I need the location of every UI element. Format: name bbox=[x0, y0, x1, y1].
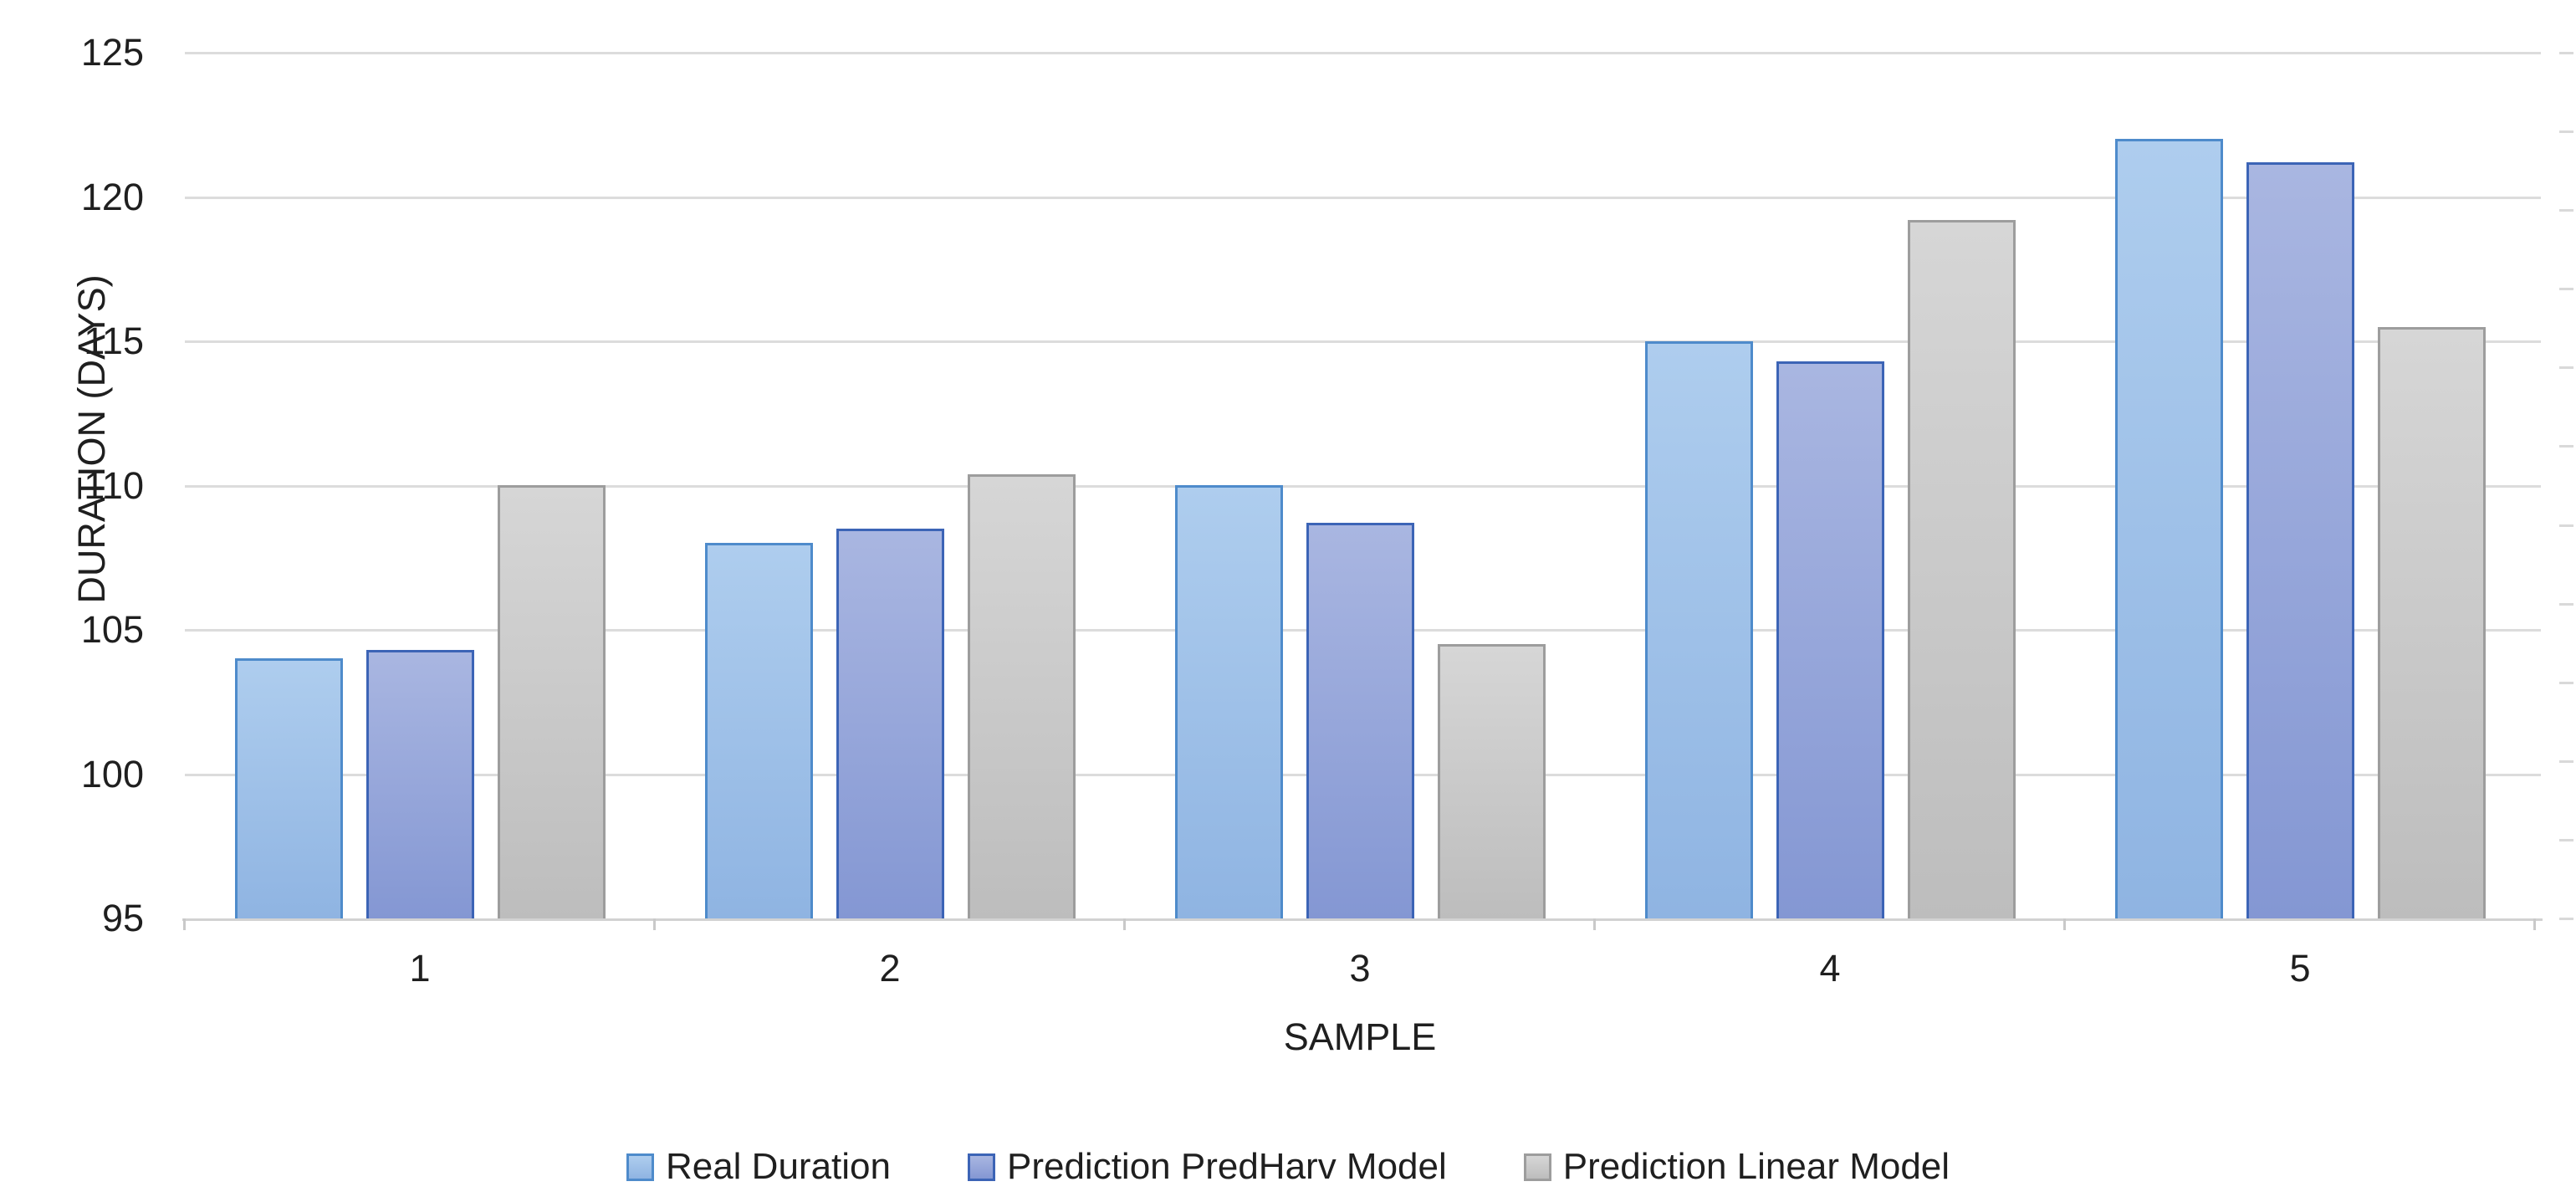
x-axis-tick-mark bbox=[2533, 918, 2536, 930]
x-tick-label-sample-5: 5 bbox=[2289, 947, 2311, 990]
bar-real-duration-sample-2 bbox=[705, 543, 813, 918]
bar-prediction-linear-model-sample-3 bbox=[1438, 644, 1546, 918]
bar-prediction-predharv-model-sample-4 bbox=[1776, 361, 1884, 918]
legend-label: Prediction PredHarv Model bbox=[1006, 1146, 1447, 1187]
gridline bbox=[185, 52, 2541, 54]
x-axis-tick-mark bbox=[1593, 918, 1596, 930]
bar-prediction-linear-model-sample-4 bbox=[1908, 220, 2016, 918]
legend-swatch-icon bbox=[1523, 1153, 1551, 1181]
bar-real-duration-sample-1 bbox=[235, 658, 343, 918]
y-tick-label: 125 bbox=[80, 31, 144, 74]
legend: Real Duration Prediction PredHarv Model Pr… bbox=[0, 1146, 2576, 1188]
bar-prediction-linear-model-sample-5 bbox=[2378, 327, 2486, 918]
x-axis-line bbox=[182, 918, 2543, 921]
x-tick-label-sample-1: 1 bbox=[409, 947, 431, 990]
gridline bbox=[185, 484, 2541, 488]
right-minor-tick-mark bbox=[2559, 524, 2573, 527]
y-tick-label: 105 bbox=[80, 608, 144, 651]
y-tick-label: 120 bbox=[80, 175, 144, 218]
y-tick-label: 95 bbox=[101, 897, 144, 939]
legend-item-real-duration: Real Duration bbox=[626, 1147, 891, 1187]
right-minor-tick-mark bbox=[2559, 366, 2573, 370]
bar-prediction-predharv-model-sample-5 bbox=[2246, 162, 2354, 918]
bar-prediction-predharv-model-sample-1 bbox=[366, 650, 474, 918]
gridline bbox=[185, 340, 2541, 343]
legend-label: Prediction Linear Model bbox=[1562, 1146, 1950, 1187]
x-tick-label-sample-2: 2 bbox=[879, 947, 901, 990]
x-tick-label-sample-4: 4 bbox=[1819, 947, 1841, 990]
right-minor-tick-mark bbox=[2559, 52, 2573, 54]
x-tick-label-sample-3: 3 bbox=[1349, 947, 1371, 990]
right-minor-tick-mark bbox=[2559, 130, 2573, 134]
bar-prediction-linear-model-sample-1 bbox=[498, 485, 606, 918]
bar-real-duration-sample-3 bbox=[1175, 485, 1283, 918]
right-minor-tick-mark bbox=[2559, 602, 2573, 606]
right-minor-tick-mark bbox=[2559, 918, 2573, 920]
right-minor-tick-mark bbox=[2559, 288, 2573, 291]
right-minor-tick-mark bbox=[2559, 445, 2573, 448]
right-minor-tick-mark bbox=[2559, 681, 2573, 684]
right-minor-tick-mark bbox=[2559, 838, 2573, 841]
x-axis-title: SAMPLE bbox=[1283, 1015, 1437, 1058]
bar-prediction-linear-model-sample-2 bbox=[968, 474, 1076, 918]
bar-real-duration-sample-4 bbox=[1645, 341, 1753, 918]
y-tick-label: 100 bbox=[80, 752, 144, 795]
bar-real-duration-sample-5 bbox=[2115, 139, 2223, 918]
right-minor-tick-mark bbox=[2559, 760, 2573, 763]
x-axis-tick-mark bbox=[653, 918, 656, 930]
y-tick-label: 110 bbox=[84, 463, 144, 507]
gridline bbox=[185, 196, 2541, 199]
bar-prediction-predharv-model-sample-3 bbox=[1306, 523, 1414, 918]
x-axis-tick-mark bbox=[2063, 918, 2066, 930]
legend-item-prediction-predharv-model: Prediction PredHarv Model bbox=[967, 1146, 1447, 1187]
bar-prediction-predharv-model-sample-2 bbox=[836, 529, 944, 918]
legend-swatch-icon bbox=[626, 1153, 654, 1181]
x-axis-tick-mark bbox=[1123, 918, 1126, 930]
legend-swatch-icon bbox=[967, 1153, 995, 1181]
legend-item-prediction-linear-model: Prediction Linear Model bbox=[1523, 1146, 1950, 1187]
right-minor-tick-mark bbox=[2559, 209, 2573, 212]
y-tick-label: 115 bbox=[84, 320, 144, 362]
x-axis-tick-mark bbox=[183, 918, 186, 930]
legend-label: Real Duration bbox=[665, 1146, 891, 1187]
